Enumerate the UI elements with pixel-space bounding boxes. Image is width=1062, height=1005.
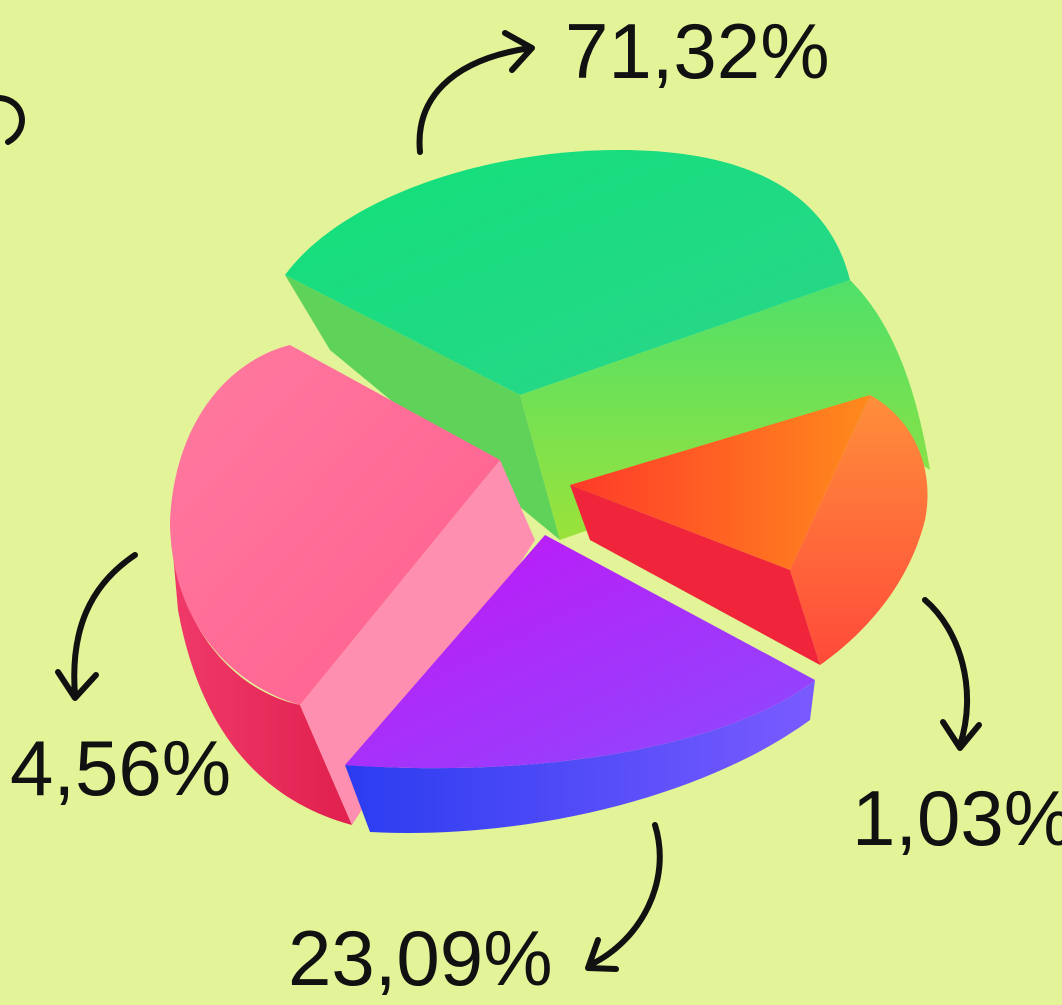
orange-slice-top xyxy=(570,395,870,570)
arrow xyxy=(416,30,535,155)
percent-label: 71,32% xyxy=(565,7,830,95)
purple-slice-side xyxy=(345,680,815,834)
pink-slice-side xyxy=(170,520,352,825)
pink-slice-edge xyxy=(300,460,535,825)
pie-illustration xyxy=(170,150,930,834)
callouts: 71,32% 4,56% 1,03% 23,09% xyxy=(10,7,1062,1002)
purple-slice-top xyxy=(345,535,815,769)
cut-glyph xyxy=(0,95,25,145)
arrow xyxy=(922,597,982,751)
arrow xyxy=(585,822,663,972)
percent-label: 23,09% xyxy=(288,914,553,1002)
orange-slice-side xyxy=(790,395,928,665)
percent-label: 1,03% xyxy=(852,774,1062,862)
arrow xyxy=(55,552,138,701)
orange-slice-edge xyxy=(570,485,820,665)
pink-slice-top xyxy=(170,345,500,705)
percent-label: 4,56% xyxy=(10,724,231,812)
green-slice-top xyxy=(285,150,850,395)
